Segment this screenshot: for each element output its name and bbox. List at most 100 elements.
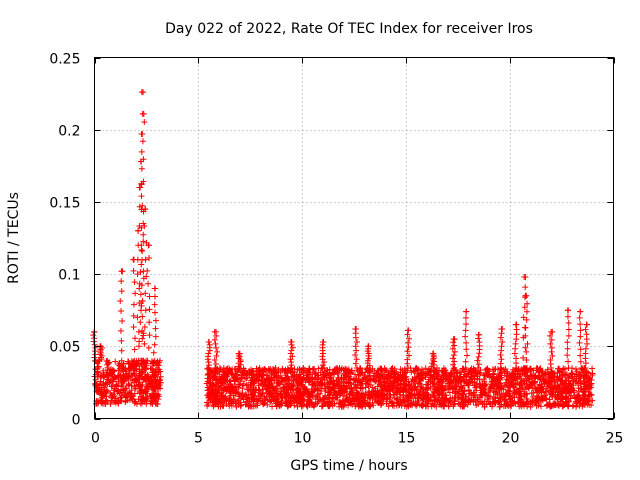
data-point [213, 377, 220, 384]
data-point [136, 338, 143, 345]
data-point [137, 269, 144, 276]
data-point [406, 352, 413, 359]
data-point [299, 395, 306, 402]
data-point [212, 340, 219, 347]
data-point [479, 400, 486, 407]
data-point [582, 326, 589, 333]
data-point [141, 340, 148, 347]
data-point [300, 365, 307, 372]
data-point [126, 382, 133, 389]
data-point [319, 362, 326, 369]
data-point [142, 376, 149, 383]
data-point [443, 395, 450, 402]
data-point [303, 372, 310, 379]
data-point [431, 397, 438, 404]
data-point [131, 390, 138, 397]
data-point [428, 403, 435, 410]
data-point [118, 357, 125, 364]
data-point [300, 390, 307, 397]
data-point [511, 391, 518, 398]
data-point [523, 348, 530, 355]
data-point [103, 387, 110, 394]
data-point [405, 339, 412, 346]
data-point [432, 394, 439, 401]
data-point [389, 399, 396, 406]
data-point [523, 292, 530, 299]
data-point [205, 350, 212, 357]
data-point [366, 372, 373, 379]
x-tick-label: 5 [194, 431, 203, 447]
data-point [344, 368, 351, 375]
data-point [380, 379, 387, 386]
data-point [512, 340, 519, 347]
data-point [386, 392, 393, 399]
data-point [97, 398, 104, 405]
data-point [205, 338, 212, 345]
data-point [373, 377, 380, 384]
data-point [420, 370, 427, 377]
data-point [117, 397, 124, 404]
data-point [564, 313, 571, 320]
data-point [154, 400, 161, 407]
data-point [326, 381, 333, 388]
data-point [558, 378, 565, 385]
data-point [141, 118, 148, 125]
data-point [257, 397, 264, 404]
data-point [396, 402, 403, 409]
data-point [238, 393, 245, 400]
data-point [556, 375, 563, 382]
data-point [317, 379, 324, 386]
data-point [276, 381, 283, 388]
data-point [345, 402, 352, 409]
data-point [582, 360, 589, 367]
data-point [120, 367, 127, 374]
data-point [262, 396, 269, 403]
data-point [530, 394, 537, 401]
data-point [221, 397, 228, 404]
data-point [139, 313, 146, 320]
data-point [489, 373, 496, 380]
data-point [492, 381, 499, 388]
data-point [386, 378, 393, 385]
data-point [458, 394, 465, 401]
data-point [370, 402, 377, 409]
data-point [404, 348, 411, 355]
data-point [438, 388, 445, 395]
data-point [273, 403, 280, 410]
data-point [108, 394, 115, 401]
data-point [294, 392, 301, 399]
chart-title: Day 022 of 2022, Rate Of TEC Index for r… [165, 21, 533, 37]
data-point [463, 393, 470, 400]
y-tick-label: 0.05 [49, 340, 80, 356]
data-point [240, 365, 247, 372]
data-point [112, 358, 119, 365]
data-point [332, 394, 339, 401]
data-point [235, 381, 242, 388]
data-point [142, 387, 149, 394]
data-point [294, 403, 301, 410]
data-point [519, 370, 526, 377]
data-point [456, 368, 463, 375]
data-point [141, 397, 148, 404]
data-point [476, 381, 483, 388]
data-point [266, 391, 273, 398]
data-point [232, 371, 239, 378]
data-point [213, 352, 220, 359]
data-point [127, 364, 134, 371]
data-point [212, 364, 219, 371]
data-point [118, 288, 125, 295]
data-point [303, 387, 310, 394]
data-point [475, 361, 482, 368]
data-point [157, 379, 164, 386]
data-point [121, 387, 128, 394]
data-point [517, 396, 524, 403]
axis-ticks [94, 57, 615, 420]
data-point [152, 333, 159, 340]
data-point [424, 400, 431, 407]
data-point [305, 396, 312, 403]
data-point [331, 382, 338, 389]
data-point [144, 267, 151, 274]
data-point [139, 131, 146, 138]
data-point [540, 385, 547, 392]
